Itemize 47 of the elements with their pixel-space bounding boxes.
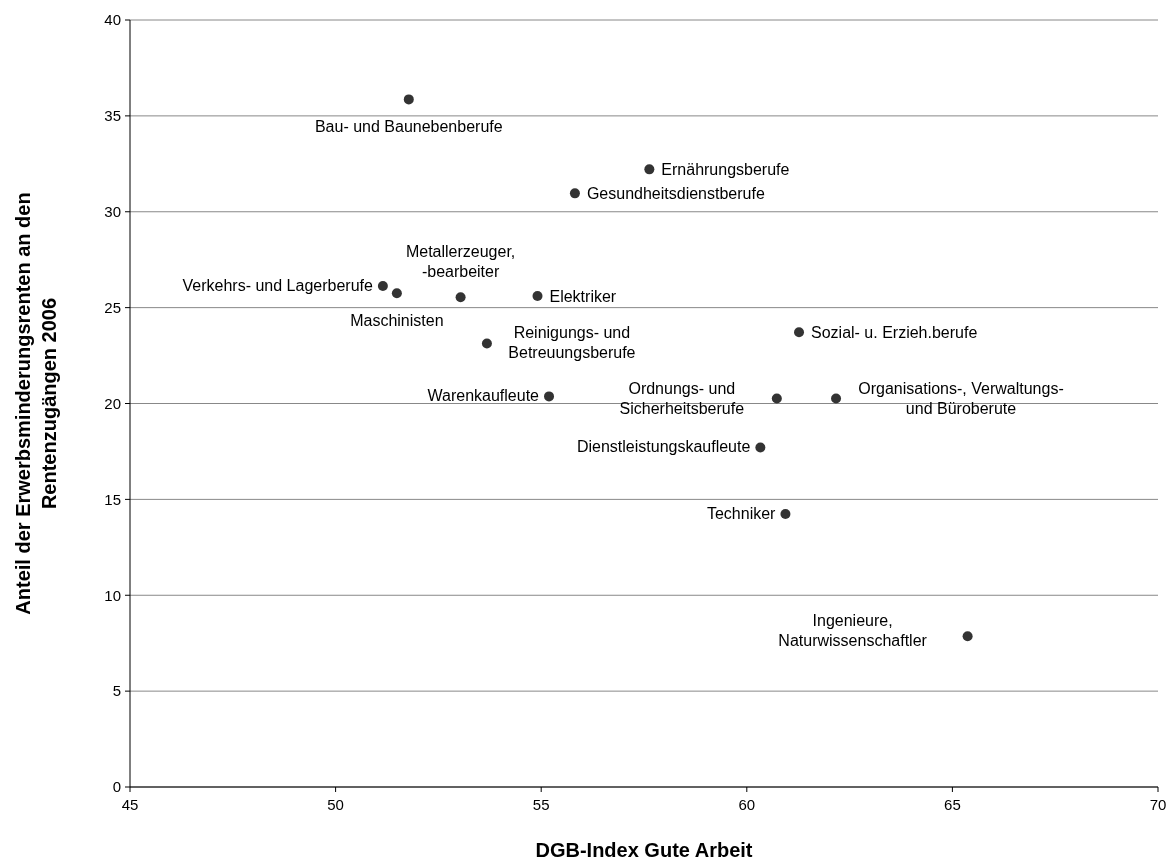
y-tick-label: 5	[112, 682, 121, 700]
y-tick-label: 20	[104, 394, 121, 412]
annotation: Ernährungsberufe	[661, 161, 790, 179]
y-tick-label: 0	[112, 778, 121, 796]
point	[481, 338, 492, 349]
annotation: Metallerzeuger, -bearbeiter	[405, 243, 516, 281]
annotation: Reinigungs- und Betreuungsberufe	[508, 324, 636, 362]
x-axis-title: DGB-Index Gute Arbeit	[535, 839, 753, 861]
annotation: Verkehrs- und Lagerberufe	[182, 276, 373, 294]
y-tick-label: 30	[104, 203, 121, 220]
point	[831, 393, 842, 404]
y-tick-label: 15	[104, 490, 121, 508]
annotation: Gesundheitsdienstberufe	[586, 185, 765, 203]
x-tick-label: 50	[327, 796, 344, 813]
annotation: Elektriker	[549, 287, 617, 305]
x-tick-label: 65	[944, 796, 961, 813]
point	[569, 188, 580, 199]
point	[755, 442, 766, 453]
point	[794, 327, 805, 338]
point	[780, 508, 791, 519]
point	[962, 631, 973, 642]
annotation: Warenkaufleute	[427, 387, 540, 405]
y-tick-label: 25	[104, 298, 121, 316]
x-tick-label: 60	[738, 796, 756, 813]
point	[403, 94, 414, 105]
point	[455, 292, 466, 303]
annotation: Bau- und Baunebenberufe	[314, 118, 503, 136]
point	[532, 290, 543, 301]
point	[377, 280, 388, 291]
point	[771, 393, 782, 404]
x-tick-label: 45	[121, 796, 139, 813]
y-tick-label: 10	[104, 586, 121, 604]
y-axis-title: Anteil der Erwerbsminderungsrenten an den Rentenzugängen 2006	[12, 192, 60, 615]
annotation: Ordnungs- und Sicherheitsberufe	[619, 379, 745, 417]
x-tick-label: 55	[532, 796, 550, 813]
x-tick-label: 70	[1149, 796, 1167, 813]
annotation: Techniker	[706, 504, 777, 522]
y-tick-label: 40	[104, 11, 121, 29]
annotation: Sozial- u. Erzieh.berufe	[811, 324, 978, 342]
annotation: Ingenieure, Naturwissenschaftler	[778, 612, 928, 650]
annotation: Maschinisten	[350, 312, 444, 330]
point	[544, 391, 555, 402]
point	[644, 164, 655, 175]
y-tick-label: 35	[104, 107, 121, 125]
point	[391, 288, 402, 299]
annotation: Dienstleistungskaufleute	[576, 438, 751, 456]
annotation: Organisations-, Verwaltungs- und Büroberute	[858, 379, 1064, 417]
